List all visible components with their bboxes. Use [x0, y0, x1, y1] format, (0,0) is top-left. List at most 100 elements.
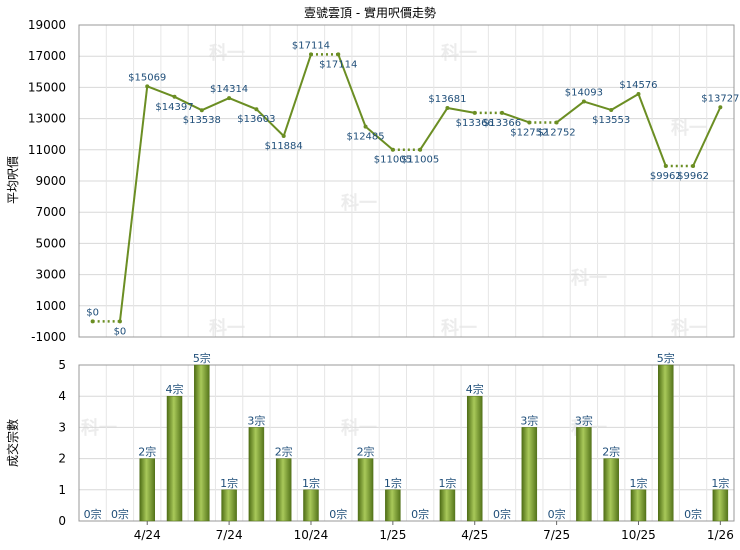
price-point	[172, 94, 177, 99]
volume-bar	[658, 364, 674, 522]
volume-tick-label: 5	[58, 358, 66, 372]
volume-bar	[221, 489, 237, 522]
price-line-segment	[255, 108, 285, 137]
volume-data-label: 2宗	[602, 445, 620, 459]
x-tick-label: 7/24	[216, 528, 243, 542]
price-line-segment	[201, 97, 230, 112]
volume-data-label: 1宗	[220, 476, 238, 490]
price-point	[691, 163, 696, 168]
price-point	[117, 319, 122, 324]
volume-tick-label: 2	[58, 452, 66, 466]
volume-data-label: 0宗	[329, 507, 347, 521]
price-point	[718, 105, 723, 110]
price-data-label: $13366	[483, 118, 521, 129]
volume-bar	[576, 427, 592, 522]
price-data-label: $13553	[592, 115, 630, 126]
price-axis-label: 平均呎價	[6, 156, 20, 204]
price-line-segment	[637, 93, 667, 167]
price-tick-label: 19000	[28, 18, 66, 32]
volume-tick-label: 1	[58, 483, 66, 497]
price-data-label: $14397	[155, 102, 193, 113]
price-data-label: $13727	[701, 93, 739, 104]
volume-data-label: 0宗	[548, 507, 566, 521]
price-line-segment	[447, 106, 475, 114]
volume-data-label: 0宗	[111, 507, 129, 521]
x-tick-label: 1/26	[707, 528, 734, 542]
price-point	[445, 105, 450, 110]
price-data-label: $15069	[128, 72, 166, 83]
price-point	[145, 84, 150, 89]
volume-bar	[248, 427, 265, 522]
watermark: 科一	[571, 267, 607, 289]
volume-data-label: 1宗	[302, 476, 320, 490]
price-tick-label: -1000	[31, 330, 66, 344]
volume-data-label: 2宗	[275, 445, 293, 459]
price-data-label: $17114	[319, 59, 357, 70]
price-data-label: $0	[114, 326, 127, 337]
price-data-label: $13538	[183, 115, 221, 126]
watermark: 科一	[341, 417, 377, 439]
price-line-segment	[146, 85, 175, 98]
volume-bar	[357, 458, 374, 522]
volume-data-label: 4宗	[166, 382, 184, 396]
chart-title: 壹號雲頂 - 實用呎價走勢	[304, 5, 436, 20]
volume-data-label: 0宗	[411, 507, 429, 521]
price-line-segment	[583, 100, 612, 111]
watermark: 科一	[441, 42, 477, 64]
watermark: 科一	[441, 317, 477, 339]
volume-data-label: 5宗	[193, 351, 211, 365]
volume-bar	[166, 395, 183, 522]
volume-bar	[275, 458, 292, 522]
volume-bar	[385, 489, 401, 522]
volume-tick-label: 0	[58, 514, 66, 528]
price-line-segment	[364, 125, 394, 151]
price-tick-label: 17000	[28, 49, 66, 63]
x-tick-label: 4/24	[134, 528, 161, 542]
volume-data-label: 5宗	[657, 351, 675, 365]
watermark: 科一	[209, 42, 245, 64]
price-point	[500, 110, 505, 115]
price-point	[199, 108, 204, 113]
price-line-segment	[228, 97, 257, 111]
volume-data-label: 0宗	[493, 507, 511, 521]
price-point	[90, 319, 95, 324]
price-data-label: $11884	[265, 141, 303, 152]
price-tick-label: 3000	[35, 268, 66, 282]
price-line-segment	[555, 100, 585, 124]
price-data-label: $13366	[456, 118, 494, 129]
x-tick-label: 10/24	[294, 528, 329, 542]
price-point	[554, 120, 559, 125]
price-data-label: $12485	[346, 132, 384, 143]
volume-plot-frame	[78, 364, 735, 522]
price-tick-label: 1000	[35, 299, 66, 313]
price-point	[472, 110, 477, 115]
volume-bar	[303, 489, 319, 522]
price-point	[336, 52, 341, 57]
volume-panel: 0 1 2 3 4 5 0宗 0宗 2宗 4宗 5宗 1宗 3宗 2宗 1宗 0宗 2宗 1宗 0宗 1宗 4宗 0宗 3宗…	[58, 351, 735, 542]
volume-data-label: 3宗	[520, 413, 538, 427]
watermark: 科一	[341, 192, 377, 214]
volume-bar	[603, 458, 619, 522]
price-point	[609, 107, 614, 112]
price-tick-label: 5000	[35, 236, 66, 250]
price-tick-label: 13000	[28, 112, 66, 126]
price-line-segment	[282, 54, 312, 137]
price-panel: -1000 1000 3000 5000 7000 9000 11000 13000 15000…	[28, 18, 740, 344]
price-data-label: $14314	[210, 84, 248, 95]
volume-data-label: 1宗	[384, 476, 402, 490]
price-tick-label: 11000	[28, 143, 66, 157]
volume-bar	[139, 458, 155, 522]
price-data-label: $9962	[650, 171, 682, 182]
price-data-label: $11005	[401, 155, 439, 166]
volume-bar	[712, 489, 729, 522]
price-point	[636, 92, 641, 97]
volume-bar	[521, 427, 538, 522]
price-data-label: $14576	[619, 80, 657, 91]
x-tick-label: 1/25	[379, 528, 406, 542]
price-point	[308, 52, 313, 57]
price-tick-label: 15000	[28, 80, 66, 94]
price-point	[363, 124, 368, 129]
price-line-segment	[337, 54, 367, 127]
price-line-segment	[692, 106, 722, 167]
price-point	[663, 163, 668, 168]
